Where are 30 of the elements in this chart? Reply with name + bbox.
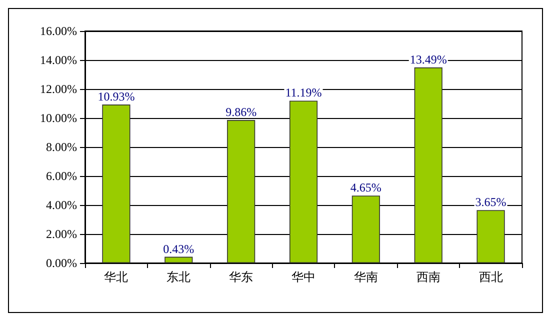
y-tick-label: 2.00% (46, 227, 77, 241)
bar (289, 100, 318, 263)
data-label: 13.49% (410, 52, 447, 66)
x-tick-label: 东北 (166, 270, 191, 284)
x-tick-label: 西北 (478, 270, 503, 284)
y-tick-label: 14.00% (40, 53, 77, 67)
x-tick-label: 华东 (229, 270, 254, 284)
x-tick-label: 华北 (104, 270, 128, 284)
y-tick-label: 16.00% (40, 24, 77, 38)
y-tick-label: 4.00% (46, 198, 77, 212)
x-tick-label: 华南 (354, 270, 378, 284)
bar (476, 210, 505, 263)
bar (414, 67, 442, 263)
y-tick-label: 8.00% (46, 140, 77, 154)
x-tick-label: 华中 (292, 270, 316, 284)
data-label: 10.93% (98, 90, 135, 104)
bar (102, 104, 130, 263)
data-label: 4.65% (350, 180, 382, 195)
y-tick-label: 6.00% (46, 169, 77, 183)
y-tick-label: 10.00% (40, 111, 77, 125)
data-label: 11.19% (285, 86, 322, 100)
bar (227, 120, 256, 263)
data-label: 3.65% (475, 195, 506, 210)
data-label: 0.43% (163, 242, 194, 256)
bar (352, 196, 380, 263)
x-tick-label: 西南 (416, 270, 440, 284)
data-label: 9.86% (226, 105, 257, 120)
y-tick-label: 12.00% (40, 82, 77, 96)
bar (164, 256, 193, 263)
y-tick-label: 0.00% (46, 256, 77, 270)
